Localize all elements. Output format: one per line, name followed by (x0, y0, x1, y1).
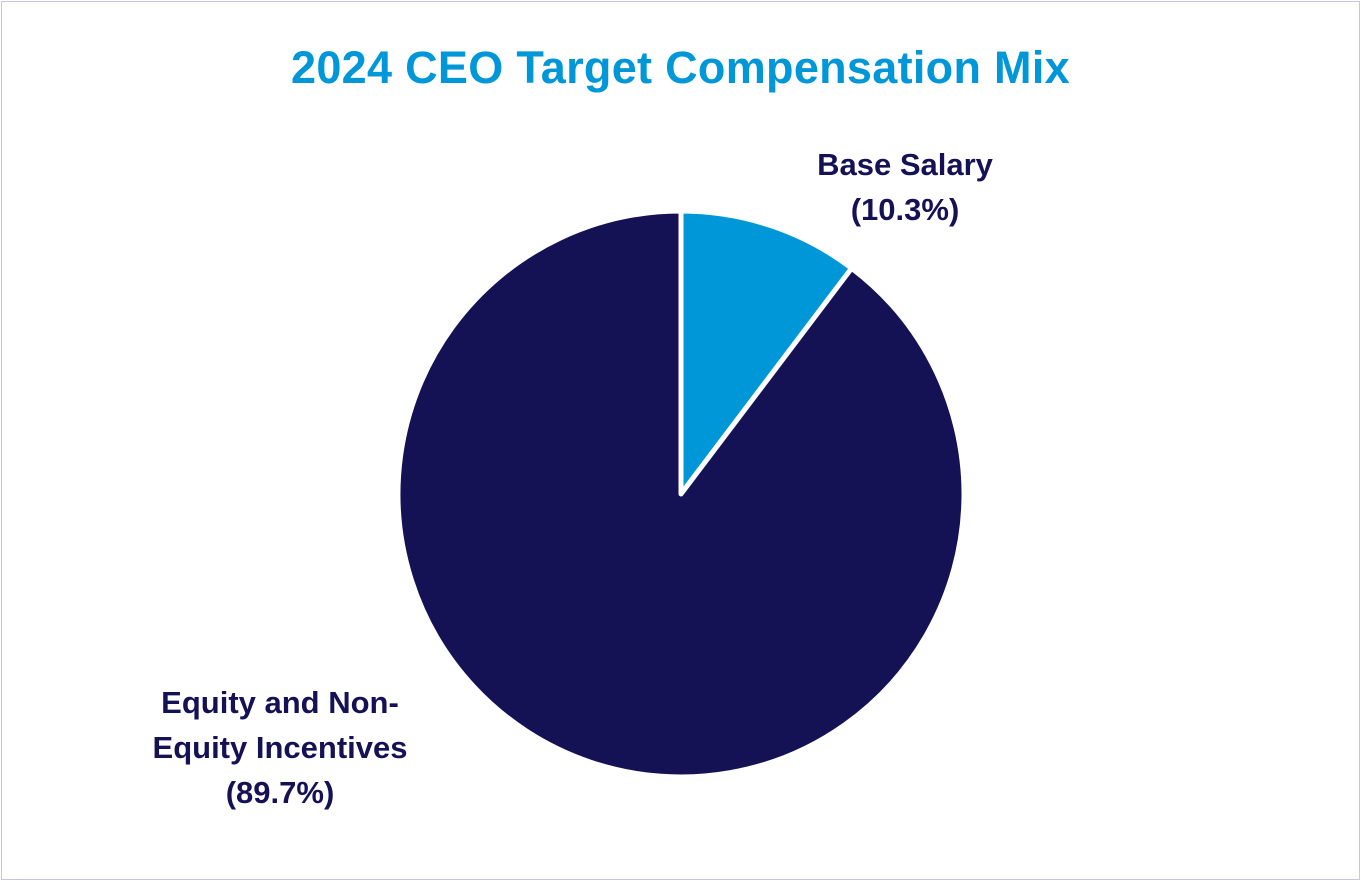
slice-label-equity-incentives-line2: Equity Incentives (152, 730, 408, 765)
pie-slice-base-salary (678, 208, 855, 497)
slice-label-equity-incentives: Equity and Non- Equity Incentives (89.7%… (110, 680, 450, 815)
slice-label-base-salary-name: Base Salary (817, 147, 993, 182)
slice-label-base-salary: Base Salary (10.3%) (760, 142, 1050, 232)
slice-label-equity-incentives-percent: (89.7%) (225, 775, 335, 810)
chart-title: 2024 CEO Target Compensation Mix (291, 42, 1070, 93)
pie-slice-equity-and-non-equity-incentives (395, 208, 967, 780)
slice-label-base-salary-percent: (10.3%) (850, 192, 960, 227)
slice-label-equity-incentives-line1: Equity and Non- (161, 685, 399, 720)
